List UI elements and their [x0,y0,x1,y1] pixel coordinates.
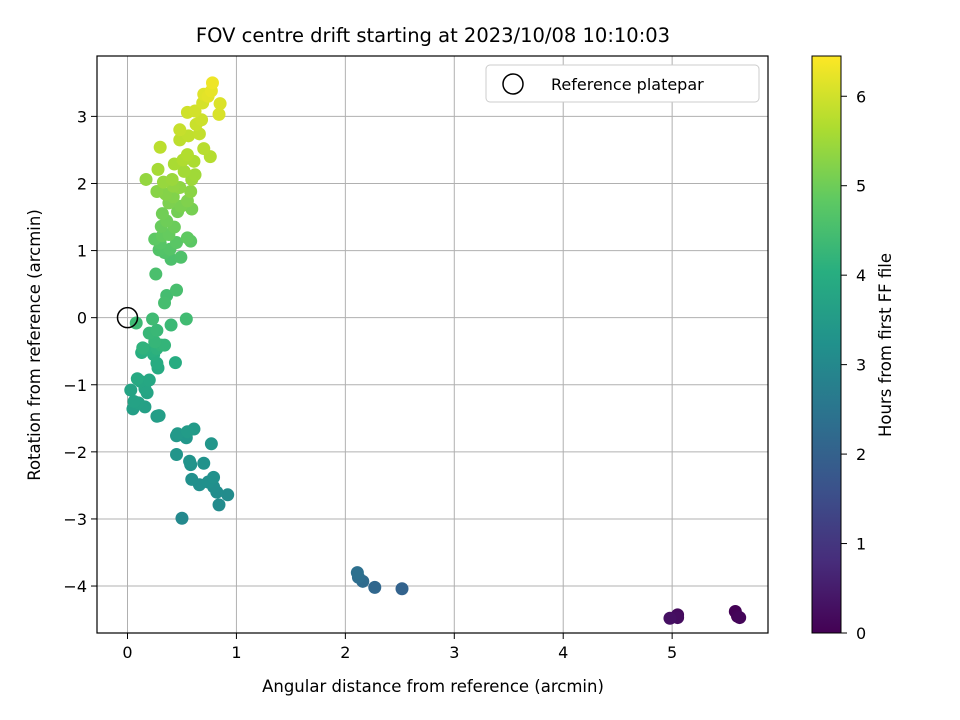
colorbar-tick-label: 6 [856,87,866,106]
data-point [124,383,138,397]
y-tick-label: 3 [77,107,87,126]
data-point [180,231,194,245]
data-point [180,425,194,439]
data-point [173,123,187,137]
colorbar-tick-label: 2 [856,445,866,464]
data-point [205,76,219,90]
data-point [368,580,382,594]
colorbar-tick-label: 0 [856,624,866,643]
plot-background [97,56,768,633]
plot-frame [96,55,769,634]
data-point [149,267,163,281]
data-point [185,472,199,486]
y-tick-label: −4 [63,577,87,596]
data-point [153,140,167,154]
data-point [733,611,747,625]
y-tick-label: −1 [63,376,87,395]
colorbar-label: Hours from first FF file [876,253,895,437]
data-point [177,164,191,178]
data-point [207,470,221,484]
y-tick-label: −2 [63,443,87,462]
data-point [152,409,166,423]
y-tick-label: 0 [77,309,87,328]
y-tick-label: −3 [63,510,87,529]
data-point [183,454,197,468]
data-point [174,250,188,264]
colorbar-gradient [811,55,842,634]
data-point [184,185,198,199]
data-point [146,312,160,326]
data-point [127,395,141,409]
reference-platepar-marker [116,306,139,329]
x-tick-label: 4 [558,643,568,662]
legend: Reference platepar [485,64,760,103]
data-point [213,97,227,111]
legend-box [485,64,760,103]
x-axis-label: Angular distance from reference (arcmin) [262,677,604,696]
colorbar-tick-label: 5 [856,177,866,196]
data-point [179,312,193,326]
data-point [130,372,144,386]
legend-marker-reference-platepar [502,73,524,95]
data-point [663,611,677,625]
data-point [165,172,179,186]
data-point [212,107,226,121]
data-point [204,437,218,451]
x-tick-label: 1 [231,643,241,662]
chart-title: FOV centre drift starting at 2023/10/08 … [196,24,670,47]
colorbar-ticks: 0 1 2 3 4 5 6 [841,87,866,643]
y-tick-label: 2 [77,174,87,193]
data-point [158,296,172,310]
data-point [142,373,156,387]
data-point [155,207,169,221]
data-point [221,488,235,502]
grid [97,56,768,633]
data-point [150,185,164,199]
data-point [158,338,172,352]
data-point [139,172,153,186]
colorbar-tick-label: 3 [856,356,866,375]
data-point [197,456,211,470]
x-axis: 0 1 2 3 4 5 [122,633,677,662]
data-point [197,142,211,156]
y-axis: 3 2 1 0 −1 −2 −3 −4 [63,107,97,596]
data-point [150,323,164,337]
colorbar-tick-label: 4 [856,266,866,285]
x-tick-label: 2 [340,643,350,662]
data-point [164,318,178,332]
legend-label-reference-platepar: Reference platepar [551,75,704,94]
data-point [188,168,202,182]
data-point [350,566,364,580]
data-point [136,341,150,355]
scatter-points [124,76,747,625]
plot-area [96,55,769,634]
x-tick-label: 5 [667,643,677,662]
data-point [151,162,165,176]
y-axis-label: Rotation from reference (arcmin) [25,209,44,481]
colorbar: 0 1 2 3 4 5 6 Hours from first FF file [811,55,895,643]
x-tick-label: 0 [122,643,132,662]
data-point [180,148,194,162]
data-point [395,582,409,596]
data-point [168,356,182,370]
data-point [212,498,226,512]
y-tick-label: 1 [77,242,87,261]
data-point [170,283,184,297]
data-point [175,511,189,525]
x-tick-label: 3 [449,643,459,662]
data-point [170,448,184,462]
data-point [171,427,185,441]
colorbar-tick-label: 1 [856,535,866,554]
